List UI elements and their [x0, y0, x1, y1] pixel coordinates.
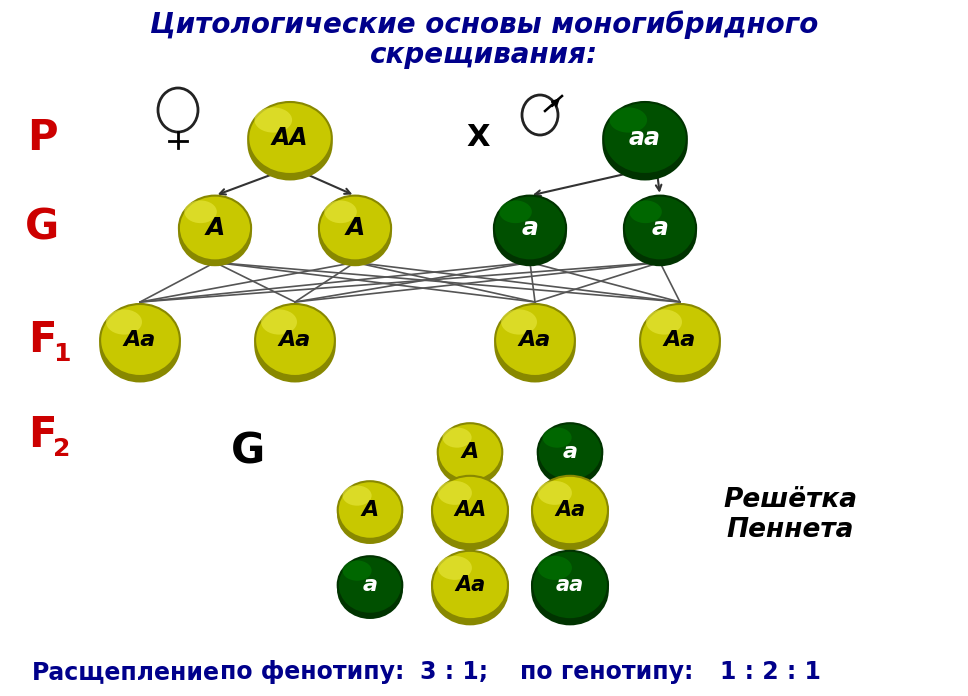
Ellipse shape	[438, 427, 503, 486]
Text: скрещивания:: скрещивания:	[370, 41, 598, 69]
Ellipse shape	[248, 102, 332, 174]
Ellipse shape	[537, 556, 572, 580]
Ellipse shape	[495, 304, 575, 376]
Ellipse shape	[537, 481, 572, 505]
Ellipse shape	[337, 560, 403, 619]
Text: Aa: Aa	[455, 575, 485, 595]
Ellipse shape	[100, 304, 180, 376]
Ellipse shape	[640, 304, 720, 376]
Text: Aa: Aa	[519, 330, 551, 350]
Ellipse shape	[100, 309, 181, 383]
Text: Aa: Aa	[664, 330, 696, 350]
Text: A: A	[346, 216, 365, 240]
Text: F: F	[28, 319, 56, 361]
Ellipse shape	[629, 200, 662, 223]
Text: Aa: Aa	[555, 500, 585, 520]
Ellipse shape	[532, 476, 608, 544]
Ellipse shape	[531, 555, 609, 625]
Ellipse shape	[438, 423, 502, 481]
Text: A: A	[462, 442, 478, 462]
Ellipse shape	[431, 555, 509, 625]
Ellipse shape	[158, 88, 198, 132]
Ellipse shape	[338, 481, 403, 539]
Ellipse shape	[501, 310, 537, 335]
Ellipse shape	[646, 310, 682, 335]
Text: 1: 1	[53, 342, 71, 366]
Text: Aa: Aa	[279, 330, 311, 350]
Ellipse shape	[179, 196, 251, 260]
Ellipse shape	[495, 309, 576, 383]
Ellipse shape	[337, 485, 403, 544]
Ellipse shape	[324, 200, 357, 223]
Text: a: a	[362, 575, 378, 595]
Text: по фенотипу:: по фенотипу:	[220, 660, 405, 684]
Text: 1 : 2 : 1: 1 : 2 : 1	[720, 660, 821, 684]
Text: A: A	[205, 216, 225, 240]
Ellipse shape	[432, 551, 508, 619]
Ellipse shape	[610, 107, 647, 133]
Text: a: a	[651, 216, 669, 240]
Text: P: P	[27, 117, 57, 159]
Ellipse shape	[493, 200, 567, 267]
Ellipse shape	[256, 304, 335, 376]
Text: по генотипу:: по генотипу:	[520, 660, 693, 684]
Text: 2: 2	[53, 437, 71, 461]
Ellipse shape	[248, 107, 333, 180]
Ellipse shape	[537, 427, 603, 486]
Ellipse shape	[184, 200, 217, 223]
Ellipse shape	[442, 427, 471, 448]
Ellipse shape	[255, 309, 336, 383]
Text: AA: AA	[272, 126, 308, 150]
Ellipse shape	[522, 95, 558, 135]
Ellipse shape	[343, 486, 372, 506]
Text: aa: aa	[556, 575, 584, 595]
Text: Цитологические основы моногибридного: Цитологические основы моногибридного	[150, 10, 818, 39]
Ellipse shape	[261, 310, 297, 335]
Ellipse shape	[624, 196, 696, 260]
Ellipse shape	[494, 196, 566, 260]
Ellipse shape	[255, 107, 292, 133]
Ellipse shape	[106, 310, 142, 335]
Text: a: a	[522, 216, 538, 240]
Text: Расщепление: Расщепление	[32, 660, 220, 684]
Ellipse shape	[623, 200, 697, 267]
Ellipse shape	[537, 423, 602, 481]
Ellipse shape	[639, 309, 721, 383]
Text: G: G	[25, 207, 59, 249]
Ellipse shape	[431, 480, 509, 551]
Ellipse shape	[338, 556, 403, 614]
Text: aa: aa	[629, 126, 661, 150]
Text: A: A	[361, 500, 378, 520]
Ellipse shape	[318, 196, 391, 260]
Text: 3 : 1;: 3 : 1;	[420, 660, 488, 684]
Ellipse shape	[531, 480, 609, 551]
Text: Aa: Aa	[124, 330, 156, 350]
Ellipse shape	[438, 481, 472, 505]
Ellipse shape	[603, 102, 687, 174]
Text: AA: AA	[454, 500, 486, 520]
Text: a: a	[562, 442, 578, 462]
Ellipse shape	[499, 200, 531, 223]
Text: X: X	[467, 123, 490, 152]
Ellipse shape	[432, 476, 508, 544]
Text: F: F	[28, 414, 56, 456]
Ellipse shape	[602, 107, 687, 180]
Ellipse shape	[318, 200, 392, 267]
Text: G: G	[231, 431, 265, 473]
Ellipse shape	[532, 551, 608, 619]
Ellipse shape	[343, 560, 372, 580]
Ellipse shape	[542, 427, 572, 448]
Ellipse shape	[438, 556, 472, 580]
Ellipse shape	[178, 200, 252, 267]
Text: Решётка
Пеннета: Решётка Пеннета	[723, 487, 857, 543]
